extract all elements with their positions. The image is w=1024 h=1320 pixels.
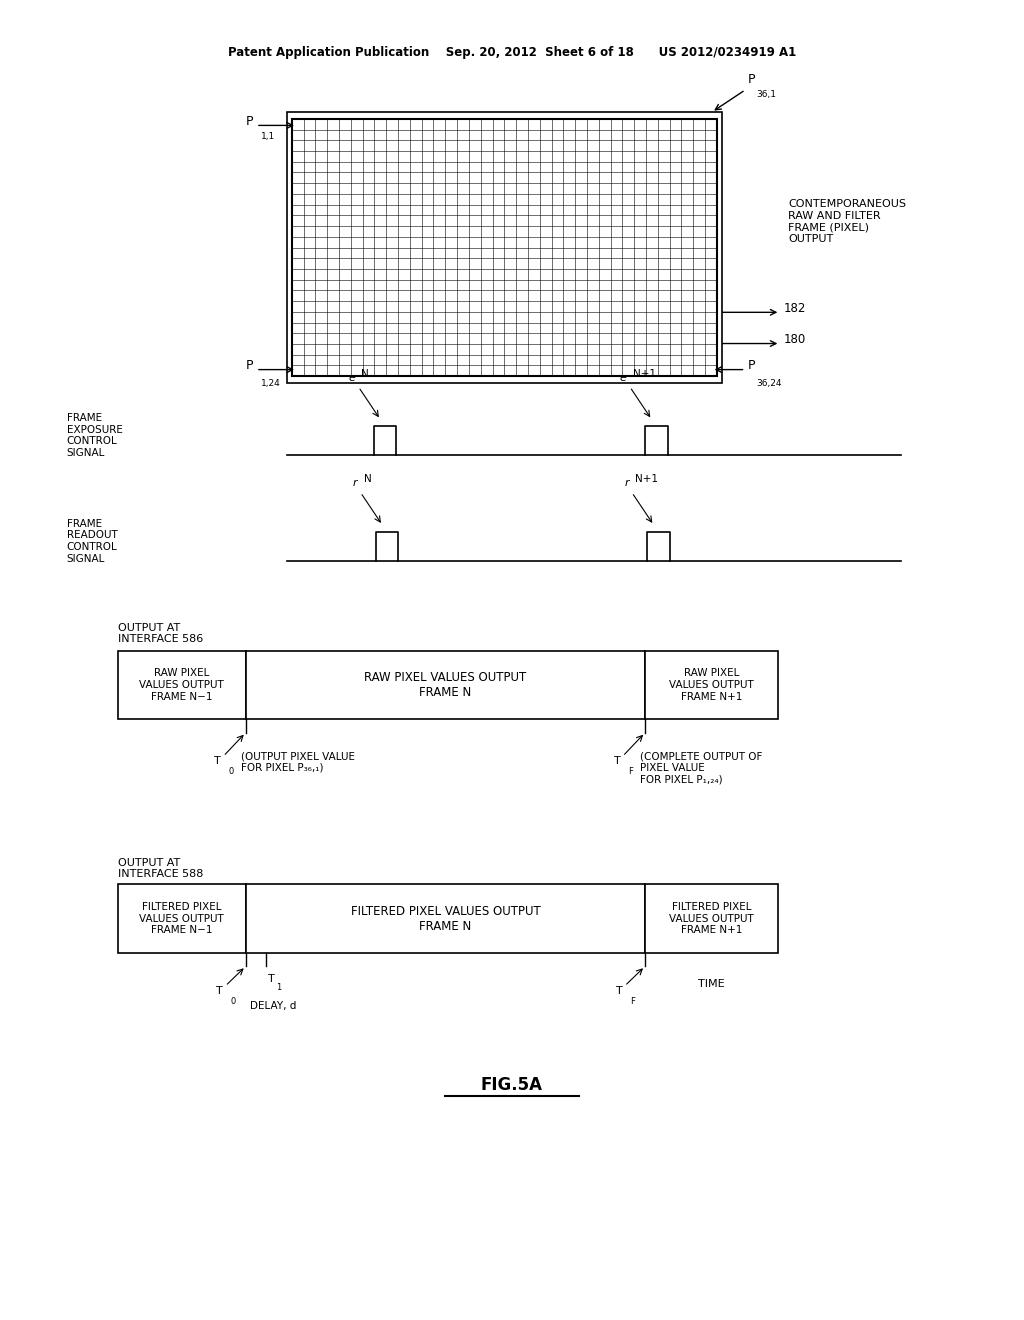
Text: T: T: [216, 986, 223, 997]
Text: P: P: [748, 73, 755, 86]
Text: OUTPUT AT
INTERFACE 586: OUTPUT AT INTERFACE 586: [118, 623, 203, 644]
Text: T: T: [214, 756, 221, 767]
Text: RAW PIXEL
VALUES OUTPUT
FRAME N+1: RAW PIXEL VALUES OUTPUT FRAME N+1: [670, 668, 754, 702]
Text: Patent Application Publication    Sep. 20, 2012  Sheet 6 of 18      US 2012/0234: Patent Application Publication Sep. 20, …: [228, 46, 796, 59]
Text: 0: 0: [228, 767, 233, 776]
Text: TIME: TIME: [698, 979, 725, 990]
Text: P: P: [246, 359, 253, 372]
Text: RAW PIXEL VALUES OUTPUT
FRAME N: RAW PIXEL VALUES OUTPUT FRAME N: [365, 671, 526, 700]
Text: N+1: N+1: [633, 368, 655, 379]
Text: 36,24: 36,24: [757, 379, 782, 388]
Text: P: P: [748, 359, 755, 372]
Text: 36,1: 36,1: [757, 90, 777, 99]
Text: T: T: [615, 986, 623, 997]
Bar: [118, 884, 246, 953]
Text: FILTERED PIXEL
VALUES OUTPUT
FRAME N−1: FILTERED PIXEL VALUES OUTPUT FRAME N−1: [139, 902, 224, 936]
Bar: [246, 651, 645, 719]
Text: 0: 0: [230, 997, 236, 1006]
Text: e: e: [620, 372, 627, 383]
Text: RAW PIXEL
VALUES OUTPUT
FRAME N−1: RAW PIXEL VALUES OUTPUT FRAME N−1: [139, 668, 224, 702]
Text: DELAY, d: DELAY, d: [250, 1001, 296, 1011]
Text: T: T: [268, 974, 275, 985]
Text: P: P: [246, 115, 253, 128]
Text: N: N: [364, 474, 372, 484]
Bar: [292, 119, 717, 376]
Text: OUTPUT AT
INTERFACE 588: OUTPUT AT INTERFACE 588: [118, 858, 203, 879]
Text: FILTERED PIXEL
VALUES OUTPUT
FRAME N+1: FILTERED PIXEL VALUES OUTPUT FRAME N+1: [670, 902, 754, 936]
Text: FILTERED PIXEL VALUES OUTPUT
FRAME N: FILTERED PIXEL VALUES OUTPUT FRAME N: [350, 904, 541, 933]
Text: FRAME
READOUT
CONTROL
SIGNAL: FRAME READOUT CONTROL SIGNAL: [67, 519, 118, 564]
Bar: [287, 112, 722, 383]
Text: 1: 1: [276, 983, 282, 993]
Text: FIG.5A: FIG.5A: [481, 1076, 543, 1094]
Text: 1,24: 1,24: [261, 379, 281, 388]
Text: r: r: [624, 478, 629, 488]
Bar: [645, 884, 778, 953]
Text: 182: 182: [783, 302, 806, 315]
Text: N+1: N+1: [635, 474, 657, 484]
Text: T: T: [613, 756, 621, 767]
Text: F: F: [630, 997, 635, 1006]
Text: 1,1: 1,1: [261, 132, 275, 141]
Text: (OUTPUT PIXEL VALUE
FOR PIXEL P₃₆,₁): (OUTPUT PIXEL VALUE FOR PIXEL P₃₆,₁): [241, 751, 354, 772]
Text: CONTEMPORANEOUS
RAW AND FILTER
FRAME (PIXEL)
OUTPUT: CONTEMPORANEOUS RAW AND FILTER FRAME (PI…: [788, 199, 906, 244]
Bar: [118, 651, 246, 719]
Text: F: F: [628, 767, 633, 776]
Bar: [645, 651, 778, 719]
Text: FRAME
EXPOSURE
CONTROL
SIGNAL: FRAME EXPOSURE CONTROL SIGNAL: [67, 413, 123, 458]
Text: N: N: [361, 368, 370, 379]
Text: r: r: [352, 478, 357, 488]
Text: 180: 180: [783, 333, 806, 346]
Bar: [246, 884, 645, 953]
Text: e: e: [348, 372, 355, 383]
Text: (COMPLETE OUTPUT OF
PIXEL VALUE
FOR PIXEL P₁,₂₄): (COMPLETE OUTPUT OF PIXEL VALUE FOR PIXE…: [640, 751, 763, 784]
